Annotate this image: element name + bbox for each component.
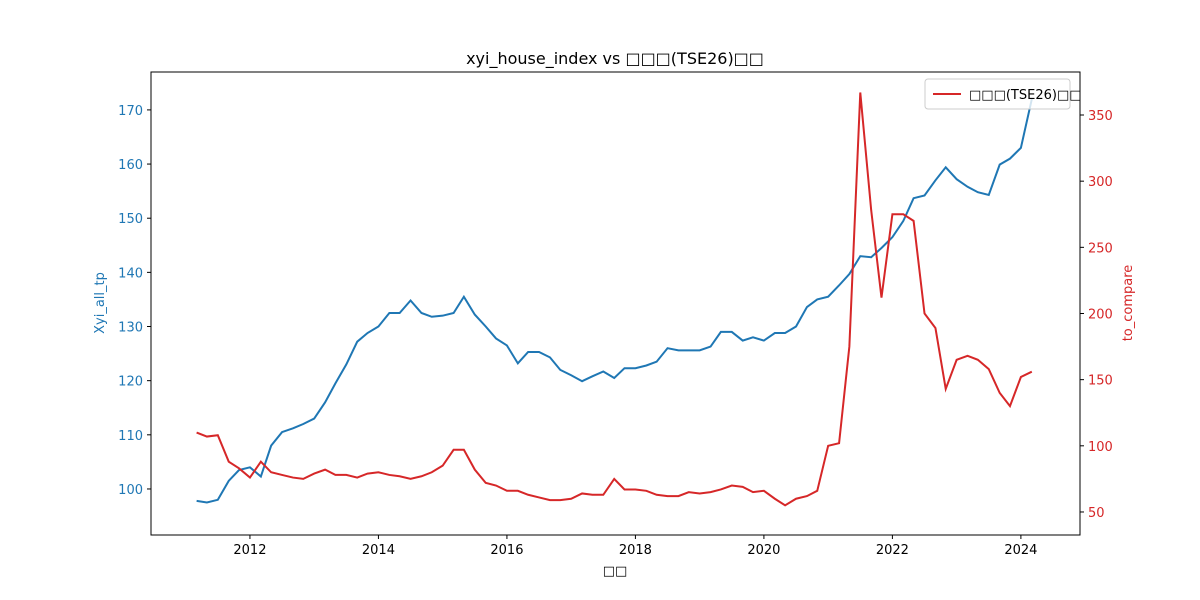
legend-box — [924, 78, 1071, 110]
y-tick-label: 100 — [118, 483, 143, 498]
x-tick-label: 2012 — [233, 543, 266, 558]
x-tick-label: 2016 — [490, 543, 523, 558]
x-tick-label: 2024 — [1004, 543, 1037, 558]
x-tick-label: 2014 — [362, 543, 395, 558]
y-tick-label: 150 — [118, 212, 143, 227]
y-tick-label: 120 — [118, 375, 143, 390]
y2-tick-label: 250 — [1088, 241, 1113, 256]
chart-title: xyi_house_index vs □□□(TSE26)□□ — [466, 49, 764, 69]
y-tick-label: 170 — [118, 104, 143, 119]
y-tick-label: 140 — [118, 266, 143, 281]
y2-axis-label: to_compare — [1121, 265, 1136, 342]
y2-tick-label: 100 — [1088, 440, 1113, 455]
y2-tick-label: 300 — [1088, 175, 1113, 190]
series-line — [196, 98, 1033, 504]
y-axis-label: Xyi_all_tp — [93, 272, 108, 334]
y2-tick-label: 50 — [1088, 506, 1105, 521]
y2-tick-label: 200 — [1088, 307, 1113, 322]
x-axis-label: □□ — [603, 564, 628, 579]
x-tick-label: 2020 — [747, 543, 780, 558]
legend-label: □□□(TSE26)□□ — [969, 88, 1082, 103]
x-tick-label: 2018 — [619, 543, 652, 558]
x-tick-label: 2022 — [876, 543, 909, 558]
y-tick-label: 160 — [118, 158, 143, 173]
y-tick-label: 110 — [118, 429, 143, 444]
y2-tick-label: 350 — [1088, 109, 1113, 124]
y-tick-label: 130 — [118, 321, 143, 336]
y2-tick-label: 150 — [1088, 374, 1113, 389]
series-line — [196, 92, 1033, 507]
plot-frame — [150, 71, 1081, 536]
